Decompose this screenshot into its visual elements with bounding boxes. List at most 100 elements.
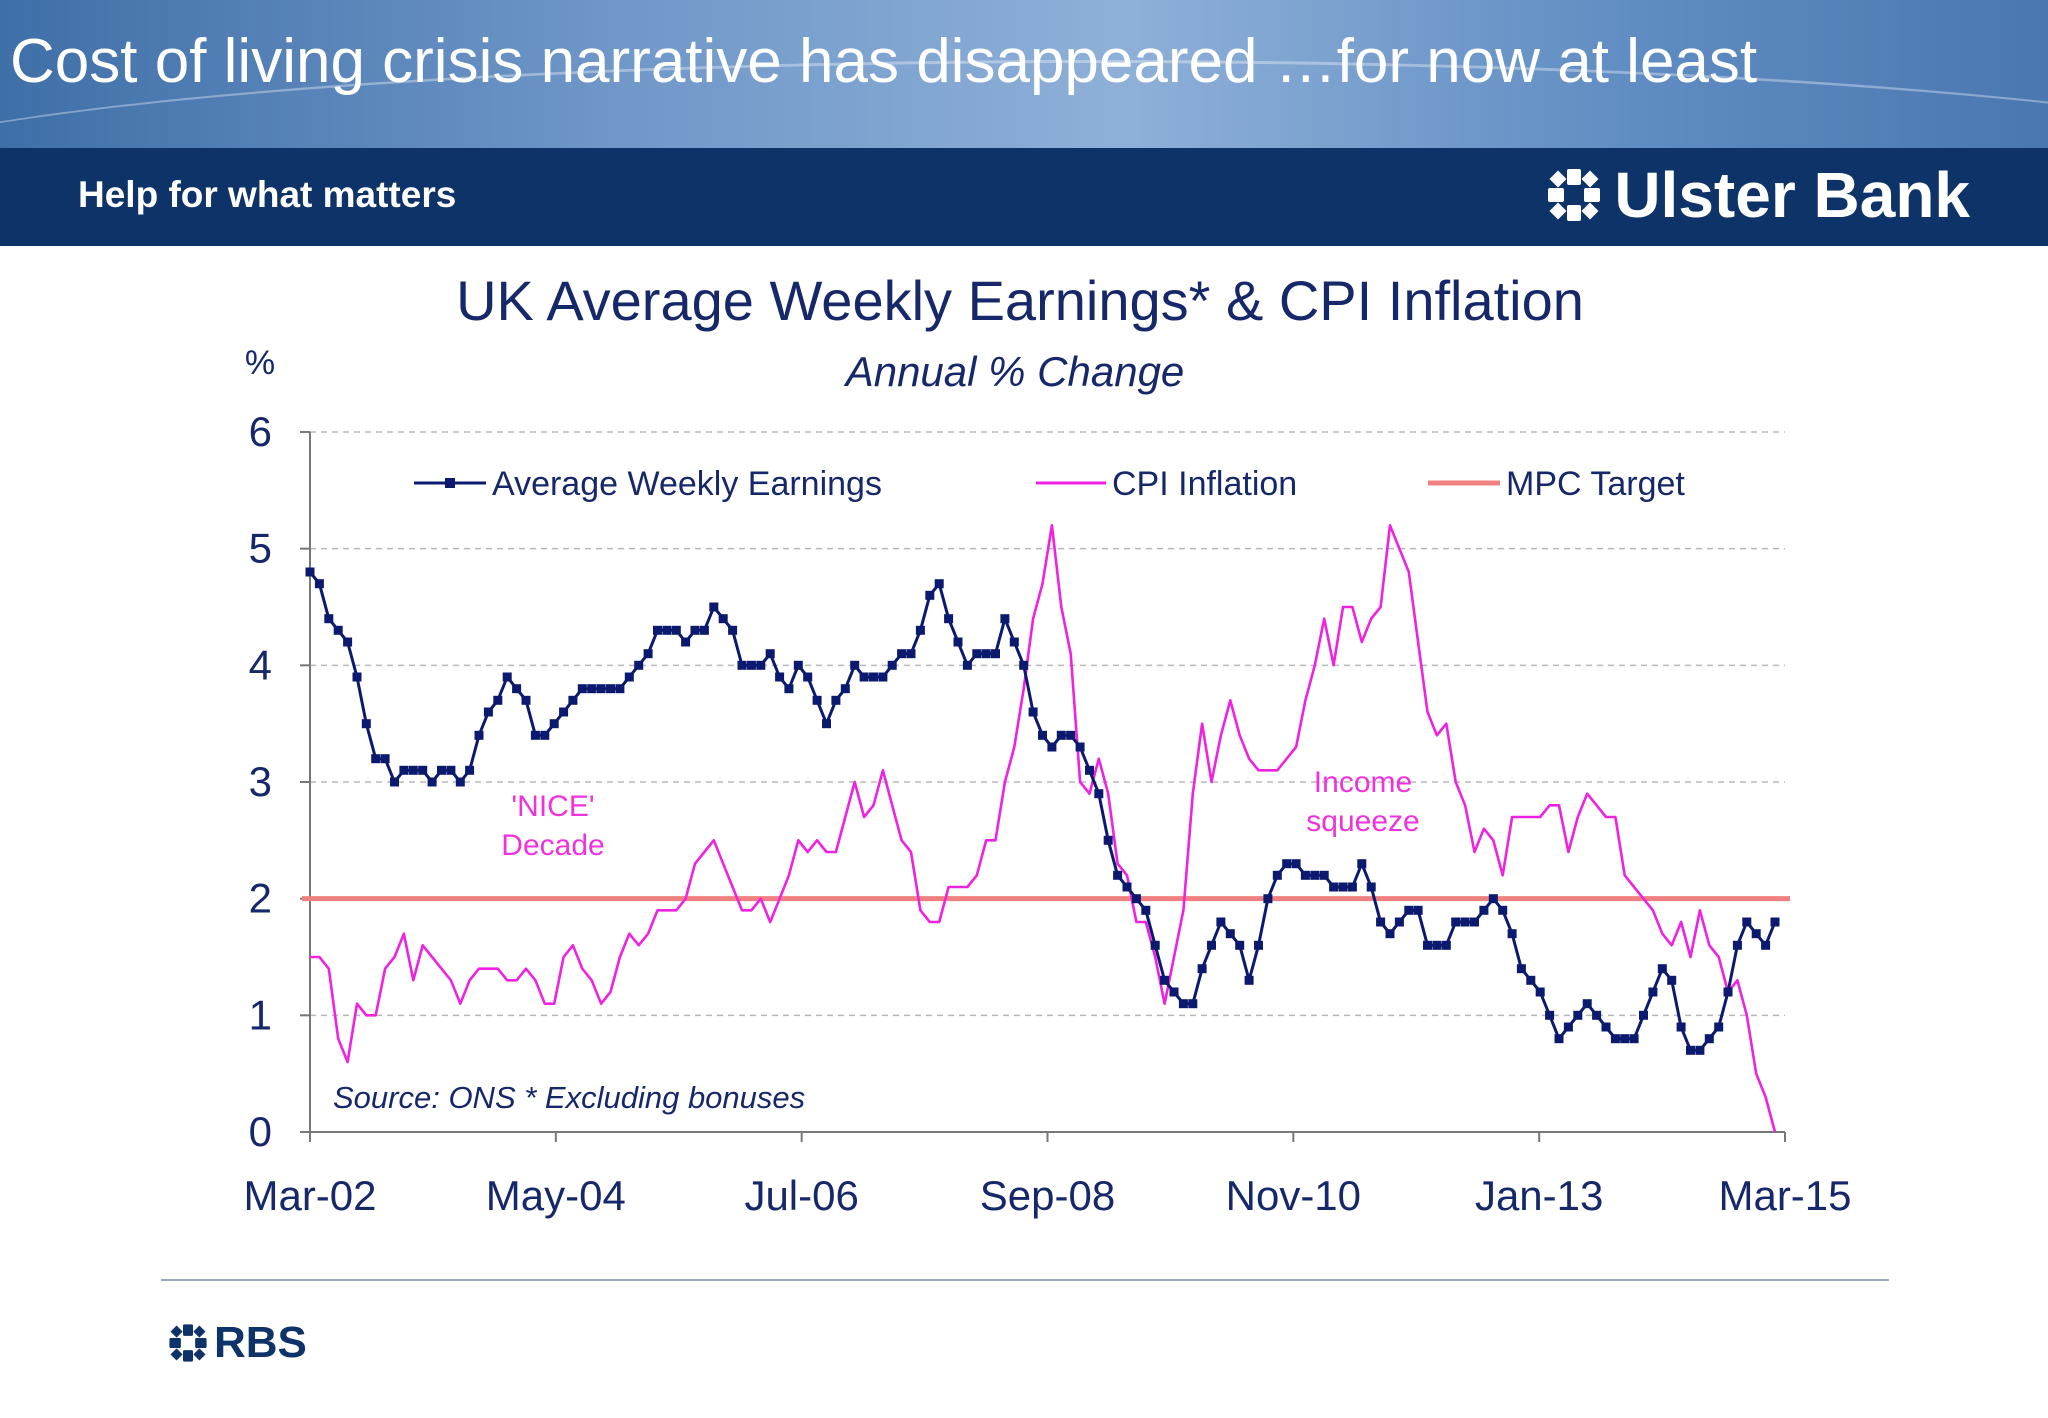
average-weekly-earnings-point bbox=[1244, 975, 1254, 985]
average-weekly-earnings-point bbox=[624, 672, 634, 682]
average-weekly-earnings-point bbox=[408, 765, 418, 775]
average-weekly-earnings-point bbox=[887, 660, 897, 670]
average-weekly-earnings-point bbox=[831, 695, 841, 705]
y-tick-label: 1 bbox=[249, 991, 272, 1038]
average-weekly-earnings-point bbox=[380, 754, 390, 764]
average-weekly-earnings-point bbox=[1554, 1034, 1564, 1044]
average-weekly-earnings-point bbox=[1432, 940, 1442, 950]
average-weekly-earnings-point bbox=[559, 707, 569, 717]
average-weekly-earnings-point bbox=[915, 625, 925, 635]
average-weekly-earnings-point bbox=[1695, 1045, 1705, 1055]
average-weekly-earnings-point bbox=[1479, 905, 1489, 915]
average-weekly-earnings-point bbox=[1310, 870, 1320, 880]
average-weekly-earnings-point bbox=[681, 637, 691, 647]
average-weekly-earnings-point bbox=[803, 672, 813, 682]
average-weekly-earnings-point bbox=[746, 660, 756, 670]
average-weekly-earnings-point bbox=[1357, 859, 1367, 869]
average-weekly-earnings-point bbox=[324, 614, 334, 624]
rbs-logo: RBS bbox=[168, 1318, 307, 1368]
average-weekly-earnings-point bbox=[1094, 789, 1104, 799]
legend: Average Weekly Earnings CPI Inflation MPC … bbox=[414, 465, 1685, 503]
average-weekly-earnings-point bbox=[1385, 929, 1395, 939]
average-weekly-earnings-point bbox=[1197, 964, 1207, 974]
average-weekly-earnings-point bbox=[925, 590, 935, 600]
average-weekly-earnings-point bbox=[1291, 859, 1301, 869]
average-weekly-earnings-point bbox=[577, 684, 587, 694]
average-weekly-earnings-point bbox=[606, 684, 615, 694]
average-weekly-earnings-point bbox=[1742, 917, 1752, 927]
average-weekly-earnings-point bbox=[540, 730, 550, 740]
average-weekly-earnings-point bbox=[1131, 894, 1141, 904]
average-weekly-earnings-point bbox=[1704, 1034, 1714, 1044]
average-weekly-earnings-point bbox=[1714, 1022, 1724, 1032]
x-tick-label: Mar-02 bbox=[243, 1172, 376, 1219]
average-weekly-earnings-point bbox=[1376, 917, 1386, 927]
average-weekly-earnings-point bbox=[305, 567, 315, 577]
average-weekly-earnings-point bbox=[953, 637, 963, 647]
average-weekly-earnings-point bbox=[1413, 905, 1423, 915]
average-weekly-earnings-point bbox=[493, 695, 503, 705]
average-weekly-earnings-point bbox=[1582, 999, 1592, 1009]
average-weekly-earnings-point bbox=[1103, 835, 1113, 845]
average-weekly-earnings-point bbox=[437, 765, 446, 775]
average-weekly-earnings-point bbox=[1113, 870, 1123, 880]
average-weekly-earnings-point bbox=[1507, 929, 1517, 939]
annotation-income-squeeze: Income bbox=[1314, 766, 1412, 799]
average-weekly-earnings-point bbox=[1686, 1045, 1695, 1055]
average-weekly-earnings-point bbox=[643, 649, 653, 659]
average-weekly-earnings-point bbox=[1441, 940, 1451, 950]
average-weekly-earnings-point bbox=[1526, 975, 1536, 985]
average-weekly-earnings-point bbox=[765, 649, 775, 659]
average-weekly-earnings-point bbox=[1235, 940, 1245, 950]
average-weekly-earnings-point bbox=[1535, 987, 1545, 997]
average-weekly-earnings-point bbox=[502, 672, 512, 682]
average-weekly-earnings-point bbox=[859, 672, 869, 682]
average-weekly-earnings-point bbox=[1075, 742, 1085, 752]
average-weekly-earnings-point bbox=[728, 625, 738, 635]
average-weekly-earnings-point bbox=[897, 649, 907, 659]
average-weekly-earnings-point bbox=[1423, 940, 1432, 950]
average-weekly-earnings-point bbox=[314, 579, 324, 589]
x-tick-label: Sep-08 bbox=[980, 1172, 1115, 1219]
annotation-nice-decade: Decade bbox=[501, 829, 604, 862]
y-tick-label: 5 bbox=[249, 525, 272, 572]
average-weekly-earnings-point bbox=[549, 719, 559, 729]
axes bbox=[300, 431, 1786, 1142]
average-weekly-earnings-point bbox=[1620, 1034, 1630, 1044]
cpi-inflation-line bbox=[310, 523, 1777, 1133]
annotation-income-squeeze: squeeze bbox=[1306, 805, 1419, 838]
average-weekly-earnings-point bbox=[1207, 940, 1216, 950]
ulster-bank-logo: Ulster Bank bbox=[1546, 159, 1970, 231]
brand-band: Help for what matters Ulster Bank bbox=[0, 148, 2048, 246]
average-weekly-earnings-point bbox=[333, 625, 343, 635]
average-weekly-earnings-point bbox=[361, 719, 371, 729]
average-weekly-earnings-point bbox=[1178, 999, 1188, 1009]
chart-subtitle: Annual % Change bbox=[843, 348, 1185, 395]
average-weekly-earnings-point bbox=[1460, 917, 1470, 927]
average-weekly-earnings-point bbox=[1404, 905, 1414, 915]
legend-label-cpi: CPI Inflation bbox=[1112, 465, 1297, 503]
average-weekly-earnings-point bbox=[756, 660, 766, 670]
average-weekly-earnings-point bbox=[690, 625, 700, 635]
average-weekly-earnings-point bbox=[1610, 1034, 1620, 1044]
average-weekly-earnings-point bbox=[671, 625, 681, 635]
rbs-name: RBS bbox=[214, 1318, 307, 1367]
average-weekly-earnings-point bbox=[1601, 1022, 1611, 1032]
average-weekly-earnings-point bbox=[427, 777, 437, 787]
average-weekly-earnings-point bbox=[1573, 1010, 1583, 1020]
average-weekly-earnings-point bbox=[699, 625, 709, 635]
average-weekly-earnings-point bbox=[1366, 882, 1376, 892]
average-weekly-earnings-point bbox=[934, 579, 944, 589]
average-weekly-earnings-point bbox=[878, 672, 888, 682]
average-weekly-earnings-point bbox=[1122, 882, 1132, 892]
average-weekly-earnings-point bbox=[1319, 870, 1329, 880]
daisy-cross-icon bbox=[169, 1324, 207, 1362]
average-weekly-earnings-point bbox=[343, 637, 353, 647]
series-lines bbox=[302, 523, 1790, 1133]
average-weekly-earnings-point bbox=[1648, 987, 1658, 997]
average-weekly-earnings-point bbox=[1723, 987, 1733, 997]
average-weekly-earnings-point bbox=[1347, 882, 1357, 892]
average-weekly-earnings-point bbox=[1263, 894, 1273, 904]
y-tick-label: 2 bbox=[249, 875, 272, 922]
average-weekly-earnings-point bbox=[840, 684, 850, 694]
